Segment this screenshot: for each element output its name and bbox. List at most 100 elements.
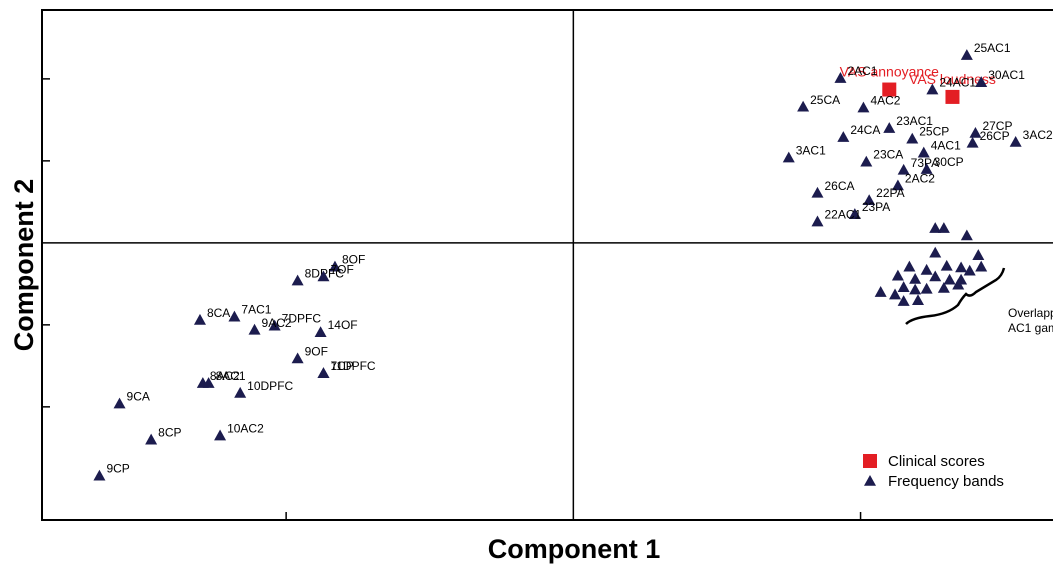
point-label: 25AC1 bbox=[974, 41, 1011, 55]
triangle-marker bbox=[268, 319, 281, 331]
point-label: 8CP bbox=[158, 426, 181, 440]
y-axis-title: Component 2 bbox=[9, 179, 39, 352]
overlap-brace bbox=[905, 267, 1006, 325]
triangle-marker bbox=[811, 215, 824, 227]
triangle-marker bbox=[912, 294, 925, 306]
triangle-marker bbox=[202, 377, 215, 388]
point-label: 9CA bbox=[127, 390, 150, 404]
point-label: 10DPFC bbox=[247, 379, 293, 393]
point-label: 23PA bbox=[862, 200, 890, 214]
point-label: 10AC2 bbox=[227, 422, 264, 436]
triangle-marker bbox=[897, 295, 910, 306]
point-label: 9CP bbox=[106, 462, 129, 476]
triangle-marker bbox=[113, 397, 126, 409]
point-label: 3AC1 bbox=[796, 144, 826, 158]
triangle-marker bbox=[314, 326, 327, 338]
triangle-marker bbox=[920, 263, 933, 275]
triangle-marker bbox=[926, 83, 939, 95]
triangle-marker bbox=[848, 208, 861, 219]
point-label: 73PA bbox=[911, 156, 939, 170]
legend-label: Clinical scores bbox=[888, 453, 985, 470]
triangle-marker bbox=[93, 469, 106, 481]
triangle-marker bbox=[917, 146, 930, 158]
triangle-marker bbox=[811, 186, 824, 198]
legend-marker bbox=[863, 454, 877, 468]
triangle-marker bbox=[929, 270, 942, 282]
triangle-marker bbox=[797, 100, 810, 112]
point-label: 7OF bbox=[330, 262, 353, 276]
point-label: 30CP bbox=[934, 155, 964, 169]
point-label: 24CA bbox=[850, 123, 880, 137]
point-label: 25CA bbox=[810, 93, 840, 107]
point-label: 24AC1 bbox=[939, 76, 976, 90]
triangle-marker bbox=[874, 286, 887, 297]
legend-label: Frequency bands bbox=[888, 473, 1004, 490]
triangle-marker bbox=[929, 222, 942, 233]
triangle-marker bbox=[291, 352, 304, 364]
triangle-marker bbox=[782, 151, 795, 163]
point-label: 7CP bbox=[330, 359, 353, 373]
point-label: 8CA bbox=[207, 306, 230, 320]
triangle-marker bbox=[857, 101, 870, 113]
point-label: 9AC2 bbox=[262, 316, 292, 330]
plot-frame bbox=[41, 9, 1053, 521]
point-label: 9OF bbox=[305, 344, 328, 358]
point-label: VAS loudness bbox=[909, 71, 996, 87]
point-label: 22AC1 bbox=[824, 208, 861, 222]
triangle-marker bbox=[909, 283, 922, 295]
triangle-marker bbox=[145, 433, 158, 445]
point-label: 23AC1 bbox=[896, 114, 933, 128]
point-label: 14OF bbox=[328, 318, 358, 332]
triangle-marker bbox=[963, 264, 976, 276]
point-label: 23CA bbox=[873, 148, 903, 162]
triangle-marker bbox=[952, 278, 965, 290]
triangle-marker bbox=[966, 136, 979, 148]
point-label: 7DPFC bbox=[282, 312, 322, 326]
triangle-marker bbox=[969, 126, 982, 138]
triangle-marker bbox=[214, 429, 227, 441]
triangle-marker bbox=[889, 288, 902, 300]
square-marker bbox=[882, 82, 897, 97]
triangle-marker bbox=[897, 163, 910, 175]
triangle-marker bbox=[920, 282, 933, 294]
point-label: 8AC2 bbox=[210, 369, 240, 383]
annotation: AC1 gamma bbox=[1008, 321, 1053, 335]
triangle-marker bbox=[834, 72, 847, 83]
triangle-marker bbox=[906, 132, 919, 144]
triangle-marker bbox=[837, 131, 850, 142]
triangle-marker bbox=[317, 270, 330, 282]
triangle-marker bbox=[960, 49, 973, 60]
triangle-marker bbox=[248, 323, 261, 335]
point-label: 8OF bbox=[342, 253, 365, 267]
triangle-marker bbox=[940, 259, 953, 271]
point-label: 25CP bbox=[919, 125, 949, 139]
triangle-marker bbox=[863, 194, 876, 206]
triangle-marker bbox=[891, 179, 904, 191]
triangle-marker bbox=[920, 163, 933, 174]
triangle-marker bbox=[960, 229, 973, 241]
triangle-marker bbox=[883, 122, 896, 133]
point-label: 22PA bbox=[876, 186, 904, 200]
point-label: 3AC2 bbox=[1023, 128, 1053, 142]
point-label: 2AC2 bbox=[905, 171, 935, 185]
triangle-marker bbox=[975, 76, 988, 87]
triangle-marker bbox=[972, 249, 985, 260]
triangle-marker bbox=[975, 260, 988, 272]
triangle-marker bbox=[860, 155, 873, 167]
triangle-marker bbox=[193, 313, 206, 325]
point-label: 30AC1 bbox=[988, 68, 1025, 82]
legend-marker bbox=[864, 475, 876, 486]
point-label: 26CA bbox=[824, 179, 854, 193]
triangle-marker bbox=[929, 246, 942, 258]
square-marker bbox=[945, 89, 960, 104]
triangle-marker bbox=[891, 269, 904, 281]
annotation: Overlapping bbox=[1008, 306, 1053, 320]
point-label: 7AC1 bbox=[241, 303, 271, 317]
point-label: 11DPFC bbox=[330, 359, 375, 373]
triangle-marker bbox=[937, 281, 950, 293]
triangle-marker bbox=[1009, 136, 1022, 147]
triangle-marker bbox=[328, 260, 341, 272]
triangle-marker bbox=[955, 261, 968, 273]
